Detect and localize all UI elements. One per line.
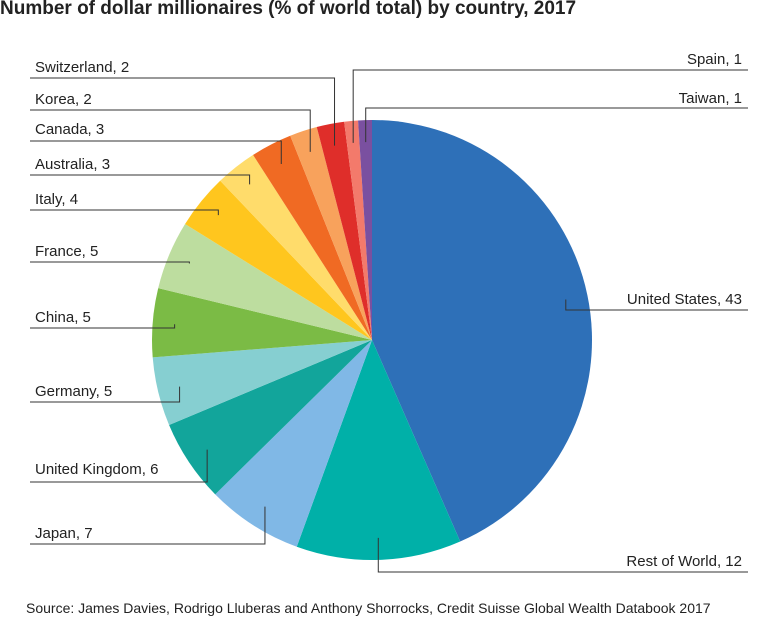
leader-line	[30, 324, 176, 329]
leader-line	[30, 174, 251, 185]
pie-slice	[344, 120, 372, 340]
slice-label: Korea, 2	[35, 91, 92, 108]
leader-line	[30, 140, 282, 165]
pie-slice	[152, 340, 372, 425]
slice-label: United States, 43	[627, 291, 742, 308]
pie-slice	[158, 224, 372, 340]
slice-label: Italy, 4	[35, 191, 78, 208]
pie-slice	[316, 121, 372, 340]
slice-label: Rest of World, 12	[626, 553, 742, 570]
pie-slice	[215, 340, 372, 547]
leader-line	[565, 299, 748, 311]
slice-label: Australia, 3	[35, 156, 110, 173]
slice-label: Spain, 1	[687, 51, 742, 68]
slice-label: France, 5	[35, 243, 98, 260]
slice-label: Taiwan, 1	[679, 90, 742, 107]
chart-source: Source: James Davies, Rodrigo Lluberas a…	[26, 600, 711, 616]
leader-line	[365, 107, 748, 143]
leader-line	[377, 537, 748, 573]
leader-line	[352, 69, 748, 143]
pie-slice	[185, 180, 372, 340]
pie-slice	[169, 340, 372, 495]
slice-label: Canada, 3	[35, 121, 104, 138]
pie-slice	[358, 120, 372, 340]
slice-label: Japan, 7	[35, 525, 93, 542]
leader-line	[30, 109, 311, 152]
pie-slice	[220, 154, 372, 340]
leader-line	[30, 386, 181, 403]
leader-line	[30, 449, 208, 483]
leader-line	[30, 77, 336, 146]
pie-slice	[152, 288, 372, 358]
pie-slice	[253, 135, 372, 340]
pie-slice	[296, 340, 461, 560]
pie-slice	[290, 127, 372, 340]
leader-line	[30, 261, 190, 264]
slice-label: Germany, 5	[35, 383, 112, 400]
leader-line	[30, 209, 219, 216]
pie-slice	[372, 120, 593, 542]
slice-label: United Kingdom, 6	[35, 461, 158, 478]
leader-line	[30, 506, 266, 545]
chart-title: Number of dollar millionaires (% of worl…	[0, 0, 576, 19]
slice-label: Switzerland, 2	[35, 59, 129, 76]
slice-label: China, 5	[35, 309, 91, 326]
